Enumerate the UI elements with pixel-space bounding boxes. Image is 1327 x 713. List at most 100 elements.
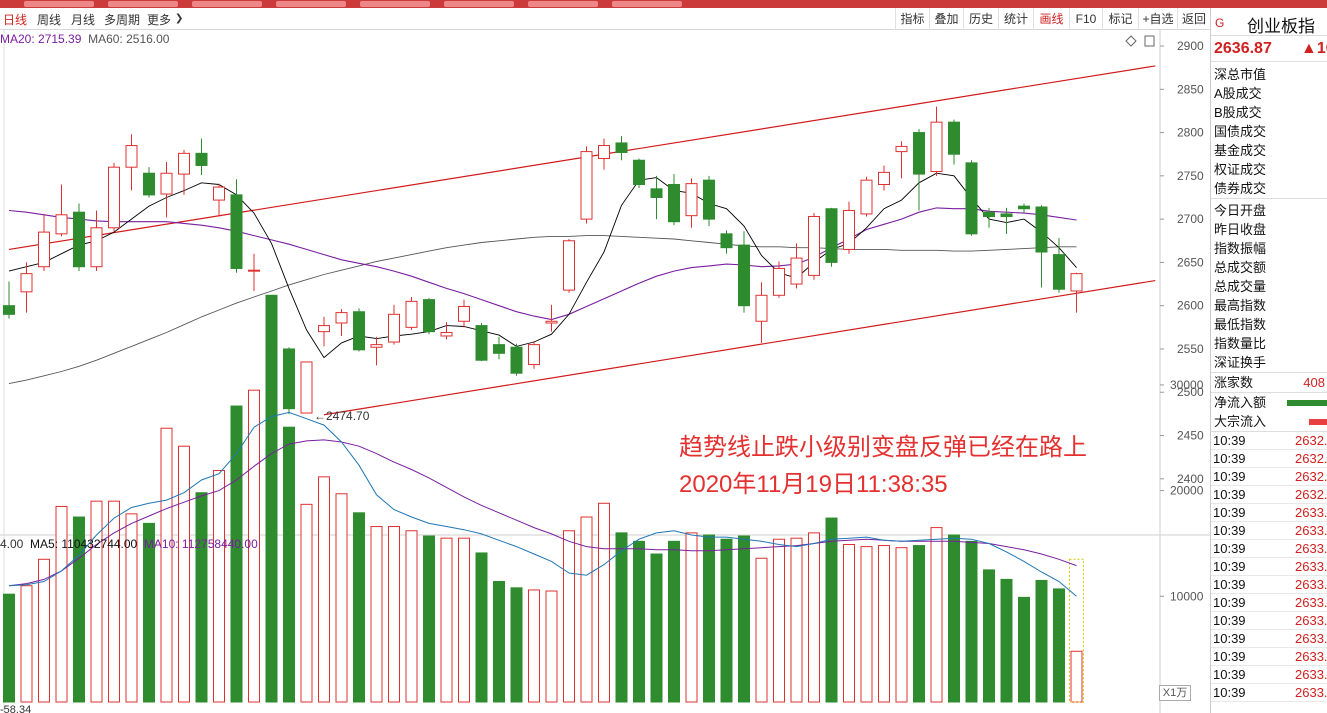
period-tab-monthly[interactable]: 月线 <box>71 13 96 27</box>
tick-time: 10:39 <box>1213 433 1246 448</box>
stat-label: 最高指数 <box>1214 298 1267 313</box>
volume-unit-button[interactable]: X1万 <box>1159 685 1191 701</box>
tool-draw-line[interactable]: 画线 <box>1033 8 1069 30</box>
tool-f10[interactable]: F10 <box>1069 8 1102 30</box>
volume-bar-up <box>213 470 225 703</box>
candle-up <box>388 313 400 343</box>
tool-indicators[interactable]: 指标 <box>895 8 929 30</box>
stat-label: 总成交额 <box>1214 260 1267 275</box>
tick-time: 10:39 <box>1213 613 1246 628</box>
app-tab-strip[interactable] <box>24 0 682 8</box>
period-tab-daily[interactable]: 日线 <box>3 13 28 27</box>
annotation-timestamp: 2020年11月19日11:38:35 <box>679 471 948 498</box>
ma-legend: MA20: 2715.39 MA60: 2516.00 <box>0 32 169 46</box>
volume-bar-up <box>300 503 313 703</box>
candle-up <box>125 145 138 168</box>
chevron-right-icon[interactable]: ❯ <box>175 13 184 24</box>
volume-bar-up <box>878 545 890 703</box>
tool-history[interactable]: 历史 <box>963 8 998 30</box>
annotation-text: 趋势线止跌小级别变盘反弹已经在路上 <box>679 434 1087 461</box>
volume-bar-down <box>493 581 505 703</box>
trendline <box>323 279 1156 416</box>
volume-bar-down <box>738 535 750 703</box>
candle-down <box>650 188 663 198</box>
stat-label: A股成交 <box>1214 86 1262 101</box>
candle-up <box>580 151 593 220</box>
candle-down <box>1018 205 1030 210</box>
candle-up <box>300 361 313 414</box>
tick-row: 10:39 2632.6 <box>1211 432 1327 450</box>
tick-price: 2632.6 <box>1295 433 1327 448</box>
index-marker: G <box>1215 16 1225 30</box>
price-row: 2636.87 ▲16 <box>1211 36 1327 62</box>
volume-bar-up <box>843 544 855 703</box>
volume-bar-up <box>808 532 820 703</box>
tool-overlay[interactable]: 叠加 <box>929 8 963 30</box>
candle-up <box>440 332 453 337</box>
tick-price: 2633.0 <box>1295 505 1327 520</box>
tick-time: 10:39 <box>1213 523 1246 538</box>
tick-price: 2633.2 <box>1295 559 1327 574</box>
tick-time: 10:39 <box>1213 541 1246 556</box>
candle-up <box>598 145 610 160</box>
candle-up <box>808 216 820 276</box>
period-tab-more[interactable]: 更多 <box>147 13 172 27</box>
candle-down <box>73 211 85 268</box>
tick-price: 2633.2 <box>1295 577 1327 592</box>
volume-bar-up <box>388 526 400 703</box>
flow-group: 净流入额 大宗流入 <box>1211 393 1327 432</box>
period-tab-multi[interactable]: 多周期 <box>104 13 141 27</box>
tick-list[interactable]: 10:39 2632.6 10:39 2632.6 10:39 2632.6 10:39 26… <box>1211 432 1327 702</box>
volume-bar-down <box>1018 596 1030 703</box>
candle-up <box>860 179 873 215</box>
block-inflow-label: 大宗流入 <box>1214 414 1267 429</box>
volume-bar-down <box>423 535 435 703</box>
volume-bar-up <box>580 516 593 703</box>
advancers-value: 408 <box>1303 375 1325 390</box>
tick-row: 10:39 2633.2 <box>1211 594 1327 612</box>
price-tick-label: 2850 <box>1177 82 1204 96</box>
tool-mark[interactable]: 标记 <box>1102 8 1138 30</box>
volume-bar-up <box>335 493 348 703</box>
volume-bar-up <box>598 502 610 703</box>
tool-statistics[interactable]: 统计 <box>998 8 1033 30</box>
price-tick-label: 2700 <box>1177 212 1204 226</box>
candlesticks <box>3 106 1083 415</box>
period-tab-weekly[interactable]: 周线 <box>37 13 62 27</box>
tick-time: 10:39 <box>1213 631 1246 646</box>
tick-time: 10:39 <box>1213 451 1246 466</box>
net-inflow-label: 净流入额 <box>1214 395 1267 410</box>
volume-bar-up <box>790 537 803 703</box>
stat-label: 指数振幅 <box>1214 241 1267 256</box>
volume-bar-down <box>73 516 85 703</box>
net-inflow-bar <box>1287 400 1327 406</box>
tool-add-watchlist[interactable]: +自选 <box>1138 8 1177 30</box>
tick-price: 2632.6 <box>1295 469 1327 484</box>
stat-label: 深证换手 <box>1214 355 1267 370</box>
square-icon[interactable] <box>1144 35 1155 47</box>
trendlines[interactable] <box>8 65 1156 416</box>
volume-bar-down <box>720 538 733 703</box>
volume-bar-up <box>108 500 120 703</box>
tick-price: 2633.2 <box>1295 649 1327 664</box>
volume-bar-up <box>38 558 50 703</box>
tick-price: 2632.6 <box>1295 451 1327 466</box>
volume-bar-down <box>3 593 15 703</box>
left-arrow-icon: ← <box>314 409 326 423</box>
volume-bar-down <box>913 545 925 703</box>
tick-row: 10:39 2632.6 <box>1211 450 1327 468</box>
stat-label: 国债成交 <box>1214 124 1267 139</box>
tick-row: 10:39 2633.2 <box>1211 630 1327 648</box>
tick-row: 10:39 2633.2 <box>1211 540 1327 558</box>
kline-chart[interactable]: 2900 2850 2800 2750 2700 2650 2600 2550 2500 2450… <box>0 30 1210 713</box>
candle-down <box>230 194 243 269</box>
tick-time: 10:39 <box>1213 487 1246 502</box>
tick-price: 2633.2 <box>1295 685 1327 700</box>
stat-label: 指数量比 <box>1214 336 1267 351</box>
tick-price: 2633.2 <box>1295 595 1327 610</box>
volume-tick-label: 10000 <box>1170 589 1204 603</box>
volume-bar-up <box>1070 650 1083 703</box>
volume-bar-down <box>1053 588 1065 703</box>
tool-back[interactable]: 返回 <box>1177 8 1210 30</box>
diamond-icon[interactable] <box>1125 35 1137 47</box>
